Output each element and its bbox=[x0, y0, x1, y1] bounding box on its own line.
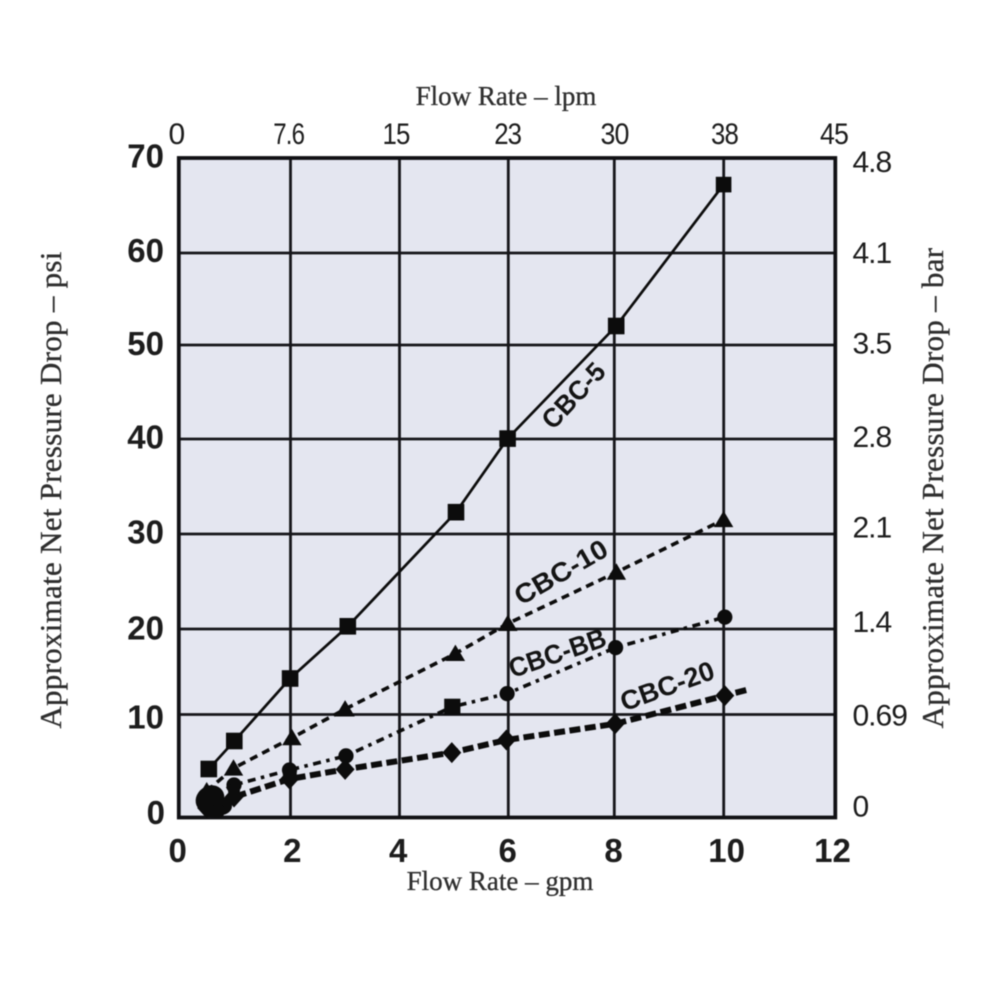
svg-text:15: 15 bbox=[383, 118, 410, 151]
svg-text:7.6: 7.6 bbox=[273, 118, 304, 151]
svg-text:2.1: 2.1 bbox=[853, 512, 892, 545]
svg-text:40: 40 bbox=[127, 419, 164, 456]
svg-text:4.8: 4.8 bbox=[853, 146, 892, 179]
svg-text:30: 30 bbox=[127, 514, 164, 551]
svg-text:10: 10 bbox=[127, 699, 164, 736]
svg-text:Flow Rate – lpm: Flow Rate – lpm bbox=[416, 81, 597, 111]
svg-text:8: 8 bbox=[604, 832, 622, 869]
svg-text:0.69: 0.69 bbox=[853, 699, 908, 732]
svg-text:10: 10 bbox=[708, 832, 745, 869]
svg-text:2: 2 bbox=[283, 832, 301, 869]
svg-text:Approximate Net Pressure Drop: Approximate Net Pressure Drop – bar bbox=[915, 247, 950, 728]
svg-text:4.1: 4.1 bbox=[853, 237, 892, 270]
svg-text:12: 12 bbox=[814, 832, 851, 869]
svg-text:50: 50 bbox=[127, 325, 164, 362]
svg-text:0: 0 bbox=[853, 791, 869, 824]
svg-text:38: 38 bbox=[711, 118, 738, 151]
svg-text:30: 30 bbox=[601, 118, 629, 151]
svg-text:0: 0 bbox=[168, 118, 184, 151]
svg-text:Flow Rate – gpm: Flow Rate – gpm bbox=[407, 866, 594, 896]
svg-text:20: 20 bbox=[127, 610, 164, 647]
svg-text:1.4: 1.4 bbox=[853, 606, 892, 639]
svg-text:70: 70 bbox=[127, 138, 164, 175]
svg-text:3.5: 3.5 bbox=[853, 327, 892, 360]
svg-text:45: 45 bbox=[820, 118, 848, 151]
svg-text:Approximate Net Pressure Drop: Approximate Net Pressure Drop – psi bbox=[33, 251, 68, 728]
svg-text:0: 0 bbox=[147, 794, 165, 831]
svg-text:4: 4 bbox=[389, 832, 408, 869]
svg-text:2.8: 2.8 bbox=[853, 421, 892, 454]
svg-text:60: 60 bbox=[127, 232, 164, 269]
svg-text:0: 0 bbox=[169, 832, 187, 869]
svg-text:6: 6 bbox=[499, 832, 517, 869]
svg-text:23: 23 bbox=[494, 118, 521, 151]
